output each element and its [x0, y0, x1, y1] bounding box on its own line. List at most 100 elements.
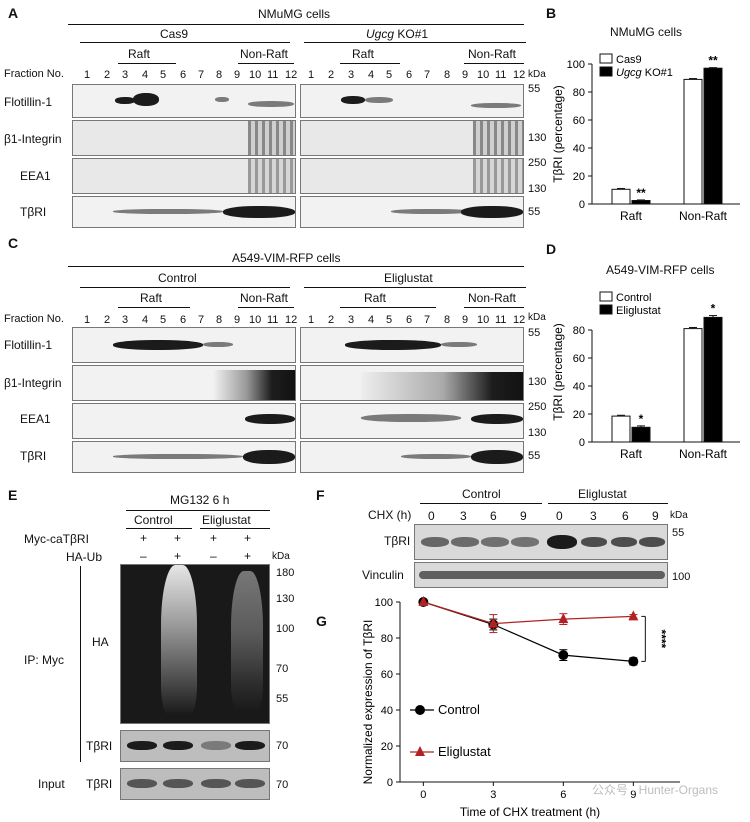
fraction-a-left-10: 10: [249, 69, 262, 81]
blot-e-input-tbri: [120, 768, 270, 800]
panel-g-watermark: 公众号 · Hunter-Organs: [592, 783, 719, 797]
panel-b-title: NMuMG cells: [610, 25, 683, 39]
panel-e-input-mw: 70: [276, 779, 289, 791]
panel-f-kda: kDa: [670, 510, 688, 521]
panel-f-vinculin-label: Vinculin: [362, 568, 404, 582]
chart-d-bar-non-raft-1: [703, 316, 723, 443]
blot-a-tbri-ko: [300, 196, 524, 228]
ha-sign-2: –: [210, 549, 217, 563]
panel-a-raft-right: Raft: [352, 47, 375, 61]
chart-b-sig-1: **: [708, 54, 718, 68]
chart-d-bar-non-raft-0: [683, 328, 703, 443]
panel-e-eliglustat-line: [200, 528, 270, 529]
fraction-a-left-12: 12: [285, 69, 298, 81]
blot-a-eea1-ko: [300, 158, 524, 194]
panel-c-row-integrin: β1-Integrin: [4, 376, 62, 390]
fraction-a-right-2: 2: [328, 69, 335, 81]
chx-time-7: 9: [652, 509, 659, 523]
chart-d-xlabel-non-raft: Non-Raft: [679, 447, 728, 461]
chart-g-ytick-label-80: 80: [381, 633, 393, 645]
panel-e-input-label: Input: [38, 777, 65, 791]
panel-d-chart: 0 20 40 60 80 TβRI (percentage) * Raft * Non-Raft…: [551, 291, 740, 461]
chart-g-point-eliglustat-0: [418, 596, 429, 606]
fraction-c-left-5: 5: [160, 314, 167, 326]
fraction-c-left-9: 9: [234, 314, 241, 326]
chart-b-bar-raft-0: [611, 188, 631, 205]
panel-a-raft-left-line: [118, 63, 176, 64]
myc-sign-1: +: [174, 531, 182, 545]
chart-b-legend-label-0: Cas9: [616, 54, 642, 66]
fraction-a-right-12: 12: [513, 69, 526, 81]
fraction-a-left-9: 9: [234, 69, 241, 81]
ha-sign-3: +: [244, 549, 252, 563]
panel-a-row-eea1: EEA1: [20, 169, 51, 183]
fraction-c-right-5: 5: [386, 314, 393, 326]
panel-e-treatment-line: [126, 510, 270, 511]
panel-e-ha-label: HA-Ub: [66, 550, 103, 564]
fraction-a-left-8: 8: [216, 69, 223, 81]
fraction-c-left-3: 3: [122, 314, 129, 326]
panel-c-mw-55-bottom: 55: [528, 450, 541, 462]
fraction-a-left-4: 4: [142, 69, 149, 81]
chart-g-legend-label-0: Control: [438, 702, 480, 717]
fraction-c-right-12: 12: [513, 314, 526, 326]
panel-b-chart: 0 20 40 60 80 100 TβRI (percentage) ** Raft ** Non…: [551, 53, 740, 223]
panel-c-mw-250: 250: [528, 401, 547, 413]
ha-sign-1: +: [174, 549, 182, 563]
fraction-c-right-4: 4: [368, 314, 375, 326]
fraction-c-left-11: 11: [267, 314, 279, 326]
fraction-a-left-1: 1: [84, 69, 91, 81]
panel-a-cell-line: NMuMG cells: [258, 7, 331, 21]
panel-a-row-tbri: TβRI: [20, 205, 47, 219]
fraction-a-left-2: 2: [104, 69, 111, 81]
chart-g-point-eliglustat-6: [558, 613, 569, 624]
panel-c-mw-55-top: 55: [528, 327, 541, 339]
panel-c-row-eea1: EEA1: [20, 412, 51, 426]
fraction-c-left-6: 6: [180, 314, 187, 326]
blot-c-flotillin-control: [72, 327, 296, 363]
fraction-a-left-3: 3: [122, 69, 129, 81]
panel-f-group-eliglustat: Eliglustat: [578, 487, 627, 501]
chart-d-xlabel-raft: Raft: [620, 447, 643, 461]
chart-g-ytick-label-60: 60: [381, 669, 393, 681]
panel-g-letter: G: [316, 613, 327, 629]
panel-c-raft-left: Raft: [140, 291, 163, 305]
panel-f-eliglustat-line: [548, 503, 668, 504]
panel-c-control-line: [80, 287, 290, 288]
panel-e-control-line: [126, 528, 192, 529]
panel-c-nonraft-right: Non-Raft: [468, 291, 517, 305]
panel-a-cas9-line: [80, 42, 290, 43]
blot-a-integrin-ko: [300, 120, 524, 156]
blot-f-tbri: [414, 524, 668, 560]
fraction-c-right-9: 9: [462, 314, 469, 326]
chart-d-legend-label-0: Control: [616, 292, 651, 304]
panel-f-group-control: Control: [462, 487, 501, 501]
chart-g-legend-label-1: Eliglustat: [438, 744, 491, 759]
panel-a-mw-130: 130: [528, 132, 547, 144]
panel-e-ha-blot-label: HA: [92, 635, 109, 649]
fraction-a-right-11: 11: [495, 69, 507, 81]
chart-d-bar-raft-0: [611, 415, 631, 443]
chart-b-ytick-label-80: 80: [573, 87, 585, 99]
blot-a-eea1-cas9: [72, 158, 296, 194]
panel-e-mw-70: 70: [276, 663, 289, 675]
fraction-c-right-3: 3: [348, 314, 355, 326]
chx-time-1: 3: [460, 509, 467, 523]
chart-b-ylabel: TβRI (percentage): [551, 85, 565, 183]
fraction-a-right-5: 5: [386, 69, 393, 81]
chx-time-6: 6: [622, 509, 629, 523]
chart-g-point-eliglustat-3: [488, 617, 499, 628]
panel-e-ip-label: IP: Myc: [24, 653, 65, 667]
fraction-a-right-3: 3: [348, 69, 355, 81]
panel-e-group-eliglustat: Eliglustat: [202, 513, 251, 527]
fraction-c-left-4: 4: [142, 314, 149, 326]
panel-a-nonraft-left-line: [238, 63, 294, 64]
chart-g-legend-marker-0: [415, 705, 425, 715]
chart-d-legend-swatch-1: [599, 304, 613, 315]
panel-c-raft-left-line: [118, 307, 190, 308]
blot-c-tbri-control: [72, 441, 296, 473]
panel-f-mw-100: 100: [672, 571, 691, 583]
chart-b-ytick-label-40: 40: [573, 143, 585, 155]
blot-e-ha: [120, 564, 270, 724]
panel-c-letter: C: [8, 235, 19, 251]
